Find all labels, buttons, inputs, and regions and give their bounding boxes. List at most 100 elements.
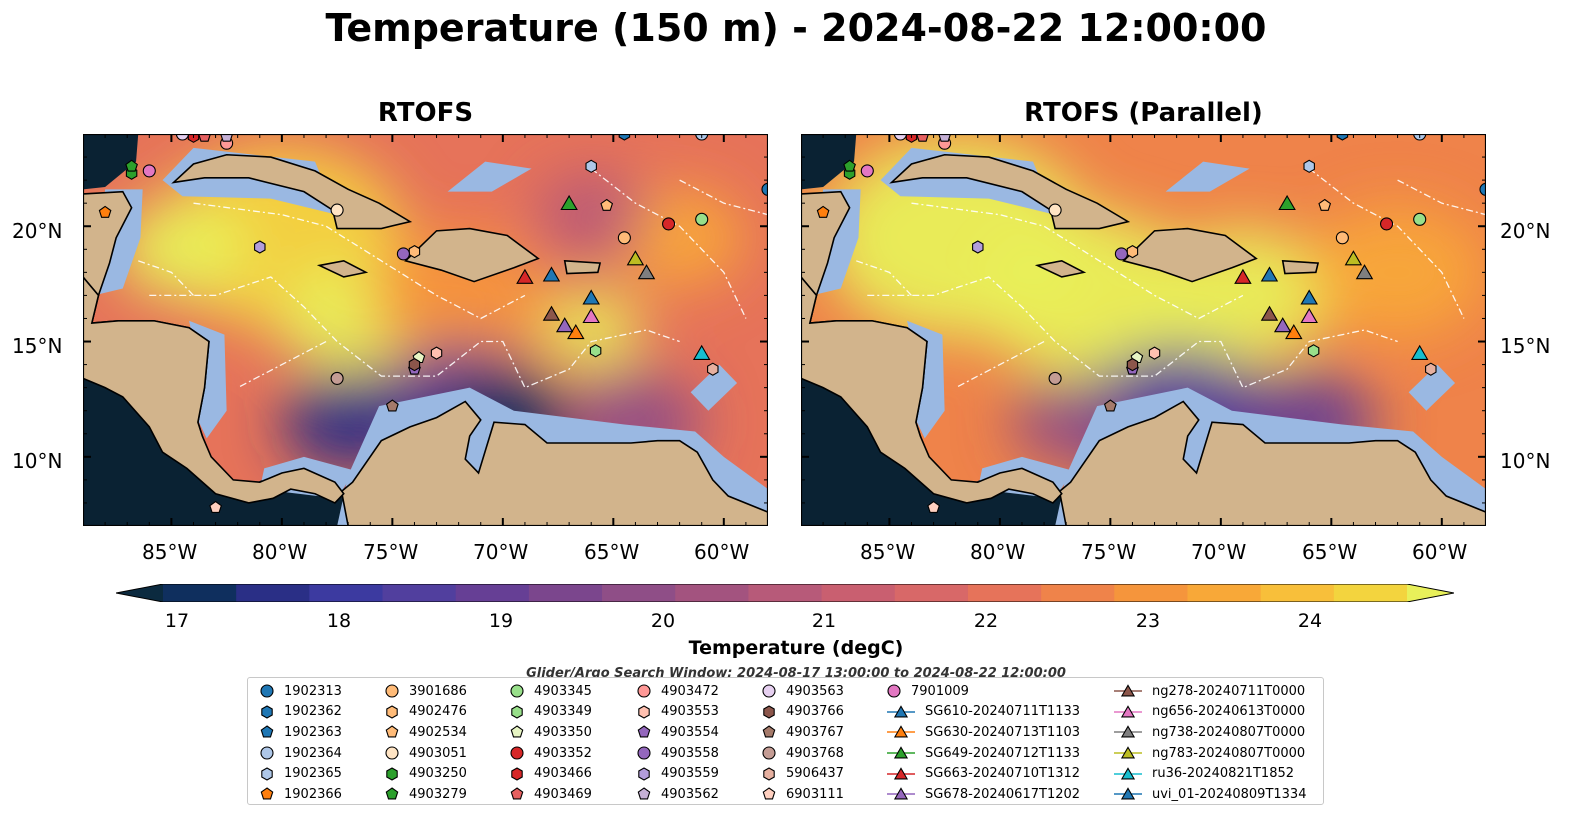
x-tick-70w-left: 70°W — [473, 540, 529, 564]
rtofs-eez-boundary — [138, 260, 194, 296]
legend-item: SG630-20240713T1103 — [887, 722, 1080, 743]
legend-marker-icon — [763, 767, 775, 781]
rtofs-land-mass — [316, 259, 369, 278]
legend-label: 4903352 — [534, 745, 592, 761]
legend-label: 1902362 — [284, 704, 342, 720]
legend-item: 4903767 — [762, 722, 844, 743]
legend-marker-icon — [385, 746, 399, 760]
legend-item: 1902363 — [260, 722, 342, 743]
rtofs-marker-ru36-20240821T1852 — [692, 344, 711, 360]
colorbar — [116, 584, 1454, 602]
rtofs-parallel-marker-4903352 — [1380, 217, 1394, 231]
rtofs-parallel-deep-gulf-region — [801, 134, 857, 190]
legend-item: 4903562 — [637, 784, 719, 805]
colorbar-tick-18: 18 — [326, 610, 352, 632]
legend-item: ng656-20240613T0000 — [1114, 702, 1306, 723]
legend-marker-icon — [887, 725, 915, 738]
colorbar-bin — [675, 584, 750, 602]
rtofs-parallel-marker-4903553 — [1148, 346, 1161, 360]
rtofs-parallel-land-mass — [1281, 259, 1320, 275]
colorbar-bin — [748, 584, 823, 602]
legend-label: 1902366 — [284, 786, 342, 802]
legend-item: ru36-20240821T1852 — [1114, 763, 1306, 784]
colorbar-label: Temperature (degC) — [688, 637, 904, 659]
rtofs-parallel-marker-4903563 — [893, 134, 907, 141]
legend-label: uvi_01-20240809T1334 — [1152, 786, 1307, 802]
legend-marker-icon — [385, 725, 399, 738]
rtofs-parallel-marker-ru36-20240821T1852 — [1410, 344, 1429, 360]
rtofs-parallel-marker-ng738-20240807T0000 — [1355, 264, 1374, 280]
legend-label: ng783-20240807T0000 — [1152, 745, 1306, 761]
legend-label: SG610-20240711T1133 — [925, 704, 1081, 720]
colorbar-bin — [455, 584, 530, 602]
rtofs-parallel-eez-boundary — [1397, 179, 1486, 216]
rtofs-parallel-eez-boundary — [856, 260, 912, 296]
legend-label: 4903250 — [409, 766, 467, 782]
rtofs-temperature-blob — [540, 291, 643, 369]
legend-marker-icon — [1114, 746, 1142, 759]
colorbar-extend-low — [116, 584, 163, 602]
rtofs-land-mass — [340, 400, 768, 526]
rtofs-marker-4903768 — [330, 371, 344, 385]
y-tick-10n-right: 10°N — [1500, 449, 1551, 473]
rtofs-parallel-eez-boundary — [955, 340, 1045, 389]
rtofs-marker-1902362 — [618, 134, 631, 141]
colorbar-bin — [309, 584, 384, 602]
rtofs-parallel-shelf-area — [1165, 161, 1250, 192]
legend-item: 4902534 — [385, 722, 467, 743]
legend-label: 4903559 — [661, 766, 719, 782]
legend-marker-icon — [386, 767, 398, 781]
rtofs-marker-4903469 — [198, 134, 211, 142]
legend-label: 1902313 — [284, 683, 342, 699]
legend-label: 4903563 — [786, 683, 844, 699]
colorbar-bin — [1187, 584, 1262, 602]
legend-label: ru36-20240821T1852 — [1152, 766, 1295, 782]
rtofs-marker-SG610-20240711T1133 — [582, 289, 600, 305]
rtofs-parallel-marker-4903279 — [843, 159, 856, 172]
rtofs-parallel-marker-4903558 — [1114, 247, 1128, 261]
legend-item: 4903554 — [637, 722, 719, 743]
legend-item: uvi_01-20240809T1334 — [1114, 784, 1306, 805]
legend-label: 4903472 — [661, 683, 719, 699]
legend-item: 4902476 — [385, 702, 467, 723]
rtofs-eez-boundary — [679, 179, 768, 216]
rtofs-parallel-marker-4903345 — [1413, 212, 1427, 226]
legend-label: 4903279 — [409, 786, 467, 802]
legend-item: 1902366 — [260, 784, 342, 805]
rtofs-parallel-marker-4902534 — [1318, 198, 1332, 211]
legend-marker-icon — [637, 746, 651, 760]
legend-marker-icon — [887, 684, 901, 698]
rtofs-marker-SG678-20240617T1202 — [555, 317, 574, 333]
legend-column: 4903563 4903766 4903767 4903768 5906437 69031… — [762, 681, 844, 805]
legend-label: 1902363 — [284, 724, 342, 740]
rtofs-parallel-eez-boundary — [1308, 168, 1465, 319]
rtofs-parallel-land-mass — [1122, 227, 1258, 283]
rtofs-marker-1902313 — [761, 182, 768, 196]
legend-item: 4903553 — [637, 702, 719, 723]
rtofs-marker-ng656-20240613T0000 — [582, 307, 600, 324]
x-tick-65w-right: 65°W — [1302, 540, 1358, 564]
rtofs-land-mass — [563, 259, 602, 275]
legend-marker-icon — [762, 684, 776, 698]
rtofs-marker-4902534 — [600, 198, 614, 211]
legend-marker-icon — [637, 684, 651, 698]
colorbar-bin — [382, 584, 457, 602]
rtofs-central-america — [83, 275, 345, 504]
x-tick-60w-right: 60°W — [1412, 540, 1468, 564]
legend-label: 4903349 — [534, 704, 592, 720]
x-tick-80w-left: 80°W — [252, 540, 308, 564]
legend-marker-icon — [261, 705, 273, 719]
legend-label: 4902534 — [409, 724, 467, 740]
colorbar-extend-high — [1407, 584, 1454, 602]
y-tick-15n-left: 15°N — [12, 334, 63, 358]
legend-item: SG649-20240712T1133 — [887, 743, 1080, 764]
legend-item: ng783-20240807T0000 — [1114, 743, 1306, 764]
legend-item: 1902362 — [260, 702, 342, 723]
map-rtofs-parallel — [801, 134, 1486, 526]
legend-marker-icon — [511, 767, 523, 781]
colorbar-bin — [1333, 584, 1408, 602]
legend-label: 4903554 — [661, 724, 719, 740]
rtofs-marker-4903766 — [408, 357, 421, 372]
legend-marker-icon — [260, 725, 274, 738]
legend-marker-icon — [385, 684, 399, 698]
